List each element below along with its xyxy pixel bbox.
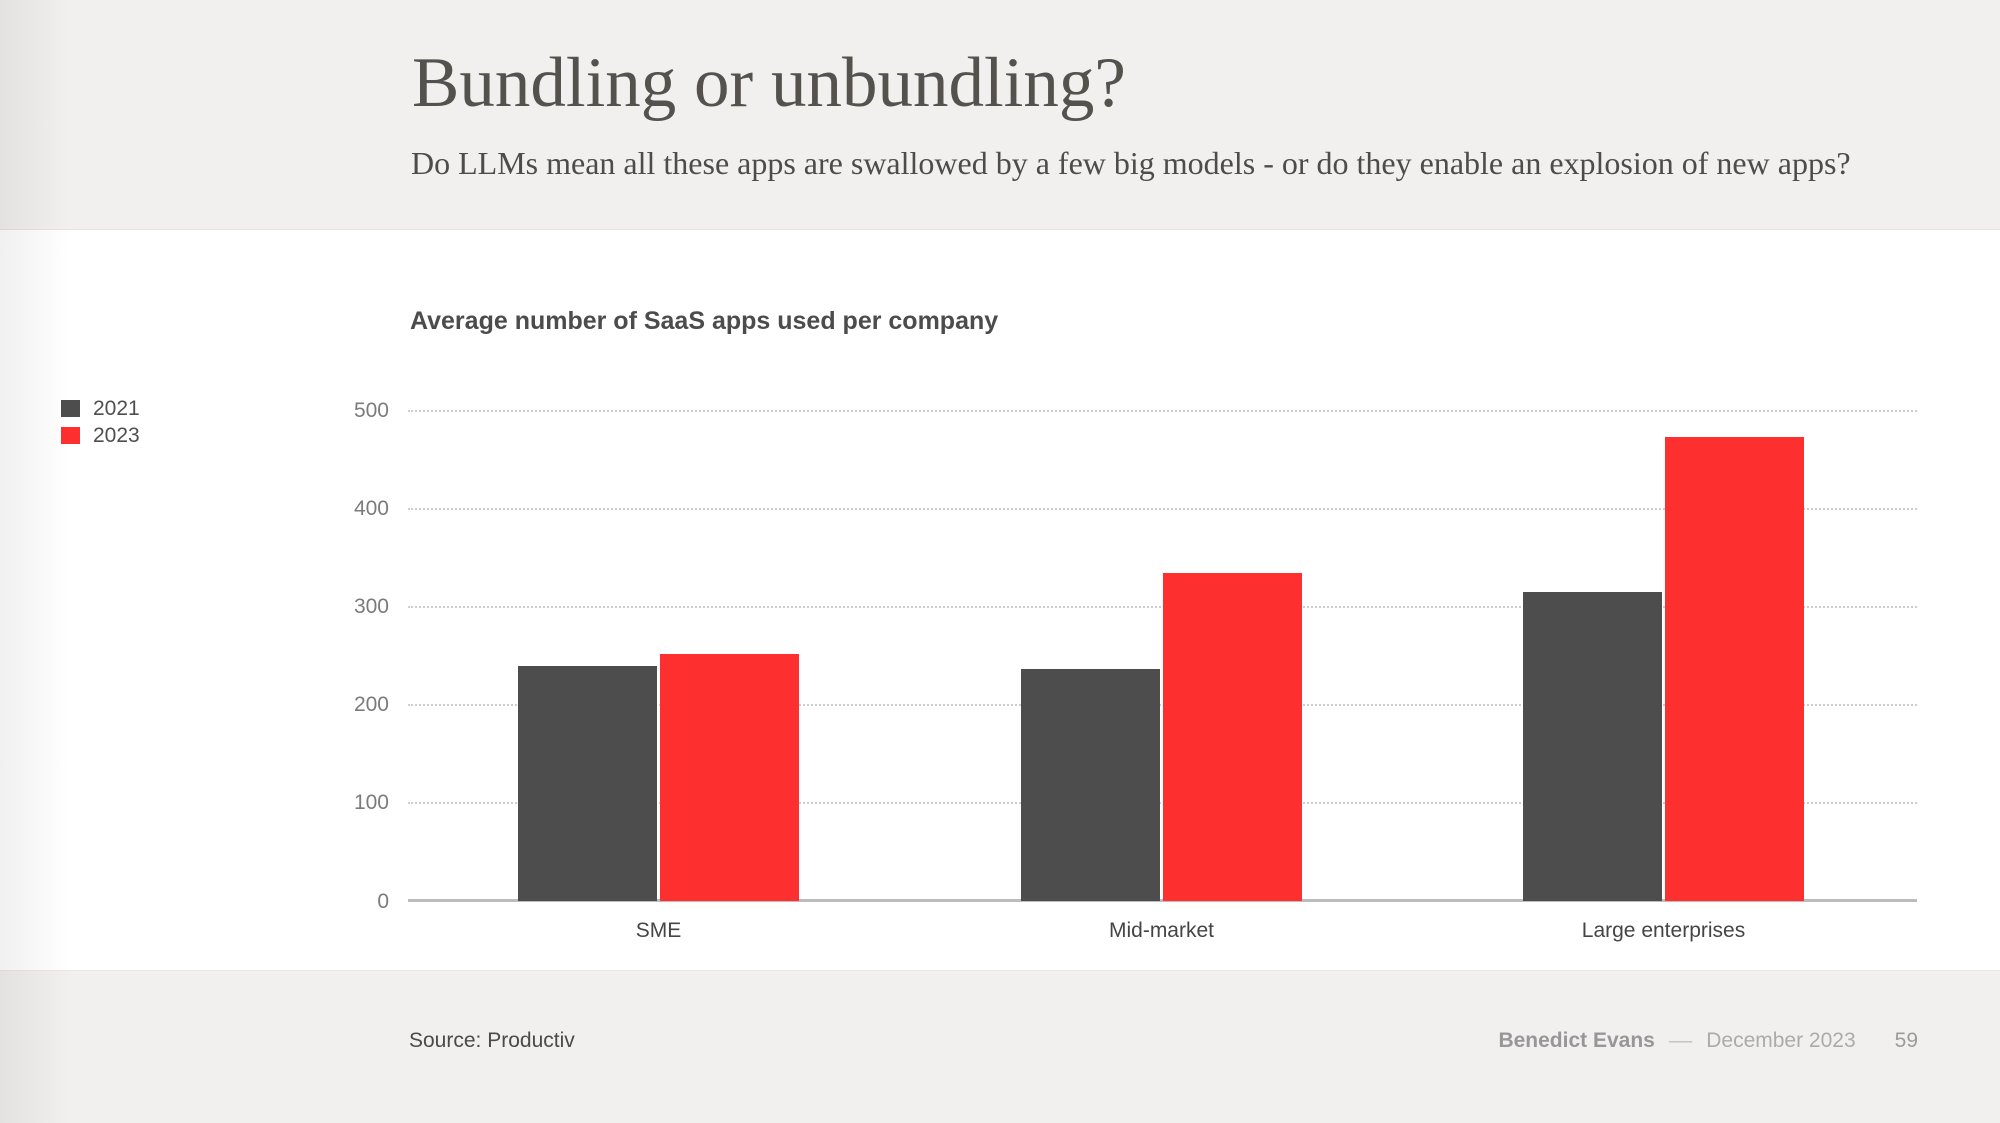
bar-2021-sme: [518, 665, 657, 901]
legend-swatch-2023: [61, 427, 80, 444]
gridline-300: [408, 605, 1917, 608]
y-tick-label-300: 300: [353, 595, 389, 619]
chart-title: Average number of SaaS apps used per com…: [410, 307, 999, 335]
bar-2023-mid-market: [1163, 573, 1302, 901]
source-text: Source: Productiv: [409, 1029, 575, 1052]
category-label-large-enterprises: Large enterprises: [1581, 919, 1746, 942]
legend-swatch-2021: [61, 400, 80, 417]
legend-label-2023: 2023: [93, 424, 140, 447]
bar-2021-large-enterprises: [1523, 591, 1662, 901]
gridline-200: [408, 703, 1917, 706]
y-tick-label-400: 400: [353, 497, 389, 521]
bar-2023-large-enterprises: [1665, 436, 1804, 901]
gridline-100: [408, 801, 1917, 804]
bar-2021-mid-market: [1021, 668, 1160, 901]
y-tick-label-500: 500: [353, 399, 389, 422]
legend-item-2021: 2021: [61, 395, 140, 422]
y-tick-label-200: 200: [353, 693, 389, 717]
chart-legend: 2021 2023: [61, 395, 140, 449]
y-tick-label-0: 0: [377, 889, 389, 913]
slide-subtitle: Do LLMs mean all these apps are swallowe…: [411, 145, 1851, 181]
gridline-500: [408, 409, 1917, 412]
bar-2023-sme: [660, 653, 799, 901]
header-band: [0, 0, 2000, 230]
category-label-mid-market: Mid-market: [1108, 919, 1214, 942]
slide-title: Bundling or unbundling?: [412, 44, 1126, 122]
footer-band: [0, 970, 2000, 1123]
footer-credit: Benedict Evans –– December 2023 59: [1498, 1029, 1918, 1053]
category-label-sme: SME: [635, 919, 682, 942]
gridline-400: [408, 507, 1917, 510]
footer-separator: ––: [1668, 1029, 1693, 1052]
page-number: 59: [1894, 1029, 1918, 1052]
legend-label-2021: 2021: [93, 397, 140, 420]
legend-item-2023: 2023: [61, 422, 140, 449]
footer-date: December 2023: [1706, 1029, 1856, 1052]
y-tick-label-100: 100: [353, 791, 389, 815]
author-name: Benedict Evans: [1498, 1029, 1655, 1052]
x-axis-line: [408, 899, 1917, 902]
